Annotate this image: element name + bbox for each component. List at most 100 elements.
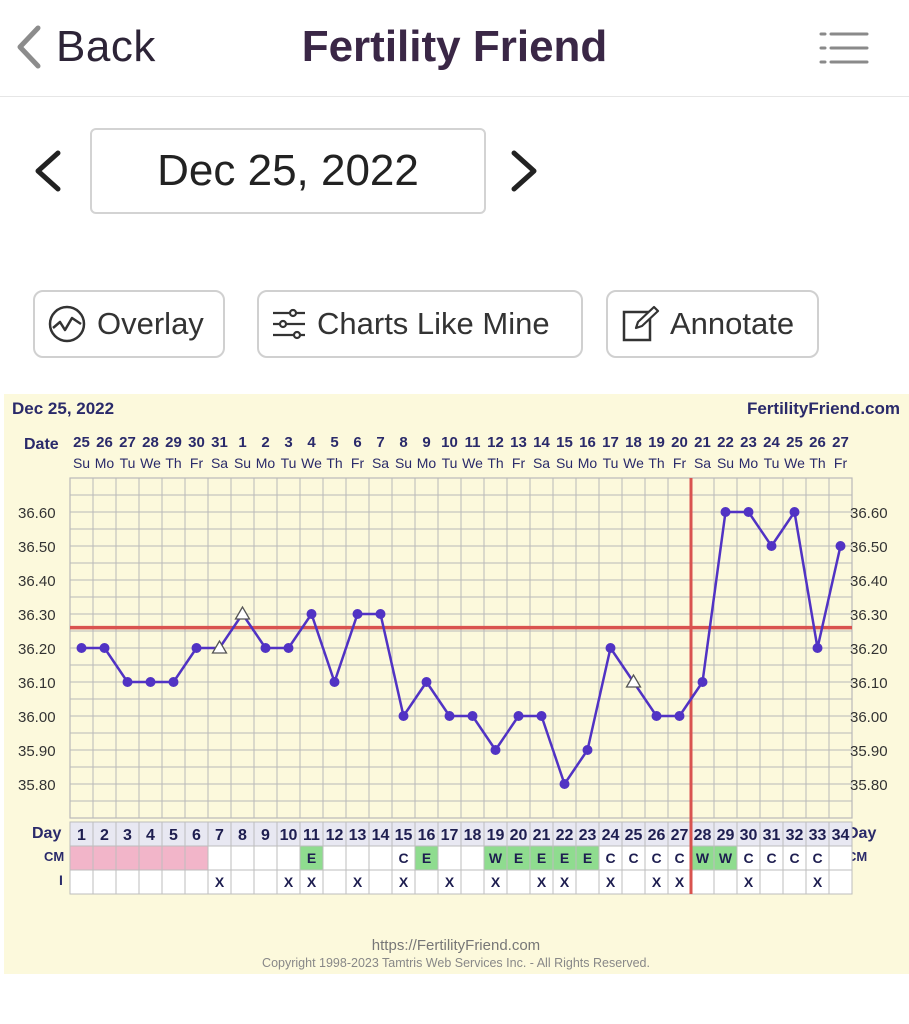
y-tick-label-left: 36.50 [18, 539, 56, 556]
temperature-point [743, 507, 754, 517]
cm-cell [276, 845, 301, 871]
date-picker[interactable]: Dec 25, 2022 [90, 128, 486, 214]
cycle-day-label: 10 [280, 827, 298, 844]
intercourse-cell [138, 869, 163, 895]
temperature-point [697, 677, 708, 687]
intercourse-cell [184, 869, 209, 895]
cm-label: E [514, 850, 523, 866]
weekday-label: Mo [739, 455, 759, 471]
cycle-day-label: 22 [556, 827, 574, 844]
temperature-point [582, 745, 593, 755]
date-label: 6 [353, 434, 361, 451]
cycle-day-label: 23 [579, 827, 597, 844]
weekday-label: Tu [442, 455, 458, 471]
temperature-point [812, 643, 823, 653]
weekday-label: Mo [95, 455, 115, 471]
date-label: 7 [376, 434, 384, 451]
weekday-label: Sa [533, 455, 550, 471]
charts-like-mine-button[interactable]: Charts Like Mine [257, 290, 583, 358]
temperature-point-open [625, 673, 642, 688]
y-tick-label-right: 36.30 [850, 607, 888, 624]
intercourse-cell [115, 869, 140, 895]
chart-circle-icon [48, 305, 86, 343]
intercourse-cell [92, 869, 117, 895]
cm-label: E [560, 850, 569, 866]
temperature-point [536, 711, 547, 721]
weekday-label: We [784, 455, 805, 471]
day-row-label-right: Day [847, 825, 876, 842]
charts-like-mine-label: Charts Like Mine [317, 306, 550, 341]
cm-label: C [743, 850, 753, 866]
date-row-label: Date [24, 436, 59, 453]
cycle-day-label: 9 [261, 827, 270, 844]
y-tick-label-left: 35.90 [18, 743, 56, 760]
intercourse-label: X [813, 874, 823, 890]
cm-label: C [605, 850, 615, 866]
cycle-day-label: 29 [717, 827, 735, 844]
previous-date-button[interactable] [32, 148, 64, 199]
y-tick-label-left: 36.00 [18, 709, 56, 726]
back-button[interactable]: Back [14, 22, 156, 72]
intercourse-cell [621, 869, 646, 895]
temperature-point [260, 643, 271, 653]
cm-label: C [789, 850, 799, 866]
cm-cell [253, 845, 278, 871]
temperature-point [605, 643, 616, 653]
date-label: 29 [165, 434, 182, 451]
intercourse-cell [575, 869, 600, 895]
cycle-day-label: 28 [694, 827, 712, 844]
date-label: 30 [188, 434, 205, 451]
weekday-label: Fr [512, 455, 526, 471]
intercourse-label: X [399, 874, 409, 890]
cycle-day-label: 31 [763, 827, 781, 844]
date-label: 1 [238, 434, 246, 451]
chevron-left-icon [35, 150, 61, 192]
weekday-label: Fr [834, 455, 848, 471]
intercourse-cell [414, 869, 439, 895]
list-menu-icon [819, 32, 869, 64]
temperature-point [444, 711, 455, 721]
cm-cell [322, 845, 347, 871]
temperature-point [99, 643, 110, 653]
date-label: 9 [422, 434, 430, 451]
cycle-day-label: 2 [100, 827, 109, 844]
weekday-label: Su [717, 455, 734, 471]
date-label: 2 [261, 434, 269, 451]
weekday-label: Th [809, 455, 825, 471]
intercourse-label: X [491, 874, 501, 890]
cm-cell [69, 845, 94, 871]
cycle-day-label: 33 [809, 827, 827, 844]
y-tick-label-right: 36.50 [850, 539, 888, 556]
temperature-point [674, 711, 685, 721]
intercourse-cell [506, 869, 531, 895]
temperature-point [283, 643, 294, 653]
chevron-right-icon [511, 150, 537, 192]
intercourse-cell [230, 869, 255, 895]
date-label: 20 [671, 434, 688, 451]
next-date-button[interactable] [508, 148, 540, 199]
intercourse-label: X [537, 874, 547, 890]
cm-label: W [719, 850, 733, 866]
temperature-point [191, 643, 202, 653]
y-tick-label-right: 36.40 [850, 573, 888, 590]
temperature-point [168, 677, 179, 687]
y-tick-label-left: 36.40 [18, 573, 56, 590]
date-label: 3 [284, 434, 292, 451]
overlay-button[interactable]: Overlay [33, 290, 225, 358]
bbt-chart-svg: Dec 25, 2022 FertilityFriend.com Date Da… [12, 399, 900, 970]
intercourse-cell [161, 869, 186, 895]
weekday-label: Fr [190, 455, 204, 471]
cycle-day-label: 5 [169, 827, 178, 844]
cm-label: E [537, 850, 546, 866]
temperature-point [421, 677, 432, 687]
temperature-point [398, 711, 409, 721]
menu-button[interactable] [819, 30, 869, 71]
date-label: 15 [556, 434, 573, 451]
weekday-label: Sa [211, 455, 228, 471]
date-label: 12 [487, 434, 504, 451]
cm-label: E [422, 850, 431, 866]
date-label: 27 [832, 434, 849, 451]
intercourse-cell [713, 869, 738, 895]
cycle-day-label: 7 [215, 827, 224, 844]
annotate-button[interactable]: Annotate [606, 290, 819, 358]
